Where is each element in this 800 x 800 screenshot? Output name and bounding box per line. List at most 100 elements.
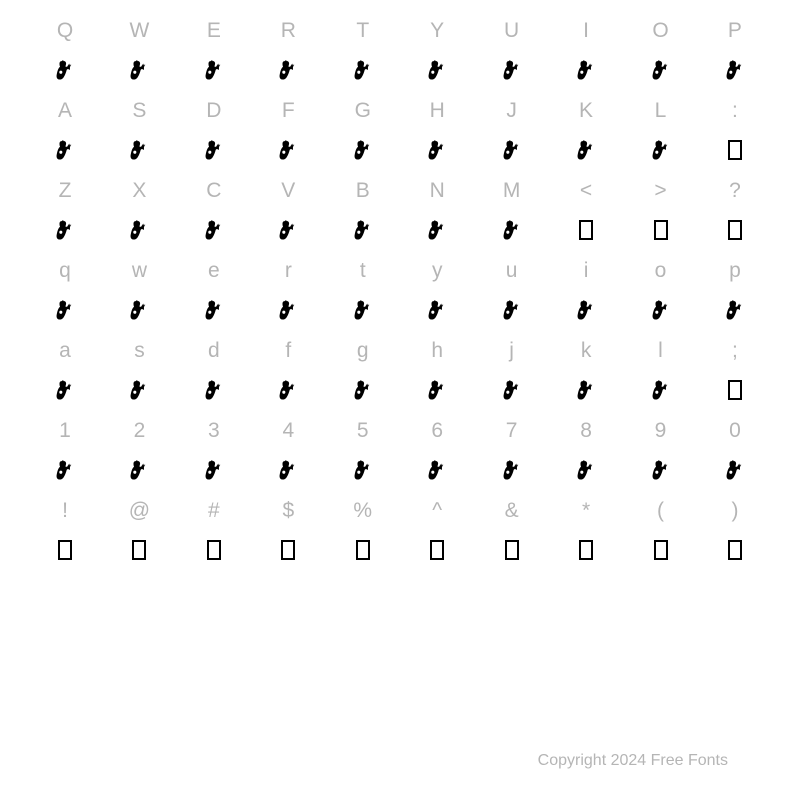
devil-icon xyxy=(352,288,374,332)
char-label: s xyxy=(134,334,145,368)
char-label: $ xyxy=(282,494,294,528)
empty-glyph-box xyxy=(728,220,742,240)
char-cell: 5 xyxy=(328,414,398,492)
char-cell: W xyxy=(104,14,174,92)
box-icon xyxy=(579,528,593,572)
box-icon xyxy=(505,528,519,572)
char-cell: q xyxy=(30,254,100,332)
char-label: A xyxy=(58,94,72,128)
char-row: QWERTYUIOP xyxy=(30,14,770,92)
char-label: p xyxy=(729,254,741,288)
char-label: # xyxy=(208,494,220,528)
char-label: 8 xyxy=(580,414,592,448)
char-cell: P xyxy=(700,14,770,92)
char-cell: ( xyxy=(626,494,696,572)
devil-icon xyxy=(426,288,448,332)
char-label: ( xyxy=(657,494,664,528)
devil-icon xyxy=(650,368,672,412)
devil-icon xyxy=(575,288,597,332)
char-cell: h xyxy=(402,334,472,412)
char-label: R xyxy=(281,14,296,48)
devil-icon xyxy=(277,48,299,92)
char-label: i xyxy=(584,254,589,288)
devil-icon xyxy=(501,208,523,252)
devil-icon xyxy=(724,288,746,332)
char-label: P xyxy=(728,14,742,48)
box-icon xyxy=(728,208,742,252)
devil-icon xyxy=(54,368,76,412)
devil-icon xyxy=(426,48,448,92)
char-cell: d xyxy=(179,334,249,412)
empty-glyph-box xyxy=(356,540,370,560)
devil-icon xyxy=(650,48,672,92)
devil-icon xyxy=(128,368,150,412)
empty-glyph-box xyxy=(505,540,519,560)
char-cell: y xyxy=(402,254,472,332)
devil-icon xyxy=(203,48,225,92)
box-icon xyxy=(356,528,370,572)
char-label: Y xyxy=(430,14,444,48)
devil-icon xyxy=(203,448,225,492)
char-cell: < xyxy=(551,174,621,252)
devil-icon xyxy=(650,448,672,492)
char-label: u xyxy=(506,254,518,288)
box-icon xyxy=(579,208,593,252)
char-cell: i xyxy=(551,254,621,332)
char-row: ZXCVBNM<>? xyxy=(30,174,770,252)
char-cell: S xyxy=(104,94,174,172)
char-cell: O xyxy=(626,14,696,92)
empty-glyph-box xyxy=(430,540,444,560)
box-icon xyxy=(728,528,742,572)
char-label: U xyxy=(504,14,519,48)
char-cell: u xyxy=(477,254,547,332)
char-label: a xyxy=(59,334,71,368)
char-label: @ xyxy=(129,494,150,528)
char-label: J xyxy=(506,94,517,128)
char-row: !@#$%^&*() xyxy=(30,494,770,572)
char-cell: B xyxy=(328,174,398,252)
char-label: w xyxy=(132,254,147,288)
char-cell: > xyxy=(626,174,696,252)
char-cell: @ xyxy=(104,494,174,572)
char-label: y xyxy=(432,254,443,288)
char-label: t xyxy=(360,254,366,288)
char-label: h xyxy=(431,334,443,368)
devil-icon xyxy=(575,368,597,412)
devil-icon xyxy=(54,128,76,172)
box-icon xyxy=(207,528,221,572)
char-label: S xyxy=(132,94,146,128)
char-cell: I xyxy=(551,14,621,92)
empty-glyph-box xyxy=(281,540,295,560)
empty-glyph-box xyxy=(207,540,221,560)
char-cell: J xyxy=(477,94,547,172)
devil-icon xyxy=(54,48,76,92)
char-cell: s xyxy=(104,334,174,412)
char-label: ^ xyxy=(432,494,442,528)
char-label: O xyxy=(652,14,668,48)
devil-icon xyxy=(426,368,448,412)
char-label: j xyxy=(509,334,514,368)
char-cell: N xyxy=(402,174,472,252)
char-cell: Y xyxy=(402,14,472,92)
char-cell: U xyxy=(477,14,547,92)
box-icon xyxy=(430,528,444,572)
char-cell: j xyxy=(477,334,547,412)
char-cell: 8 xyxy=(551,414,621,492)
char-cell: k xyxy=(551,334,621,412)
box-icon xyxy=(728,128,742,172)
char-cell: C xyxy=(179,174,249,252)
devil-icon xyxy=(650,288,672,332)
char-label: 2 xyxy=(134,414,146,448)
char-cell: ) xyxy=(700,494,770,572)
char-label: ; xyxy=(732,334,738,368)
char-label: > xyxy=(654,174,666,208)
char-label: W xyxy=(130,14,150,48)
char-cell: # xyxy=(179,494,249,572)
char-label: o xyxy=(655,254,667,288)
char-cell: L xyxy=(626,94,696,172)
empty-glyph-box xyxy=(132,540,146,560)
devil-icon xyxy=(128,208,150,252)
devil-icon xyxy=(352,208,374,252)
devil-icon xyxy=(277,288,299,332)
empty-glyph-box xyxy=(654,220,668,240)
